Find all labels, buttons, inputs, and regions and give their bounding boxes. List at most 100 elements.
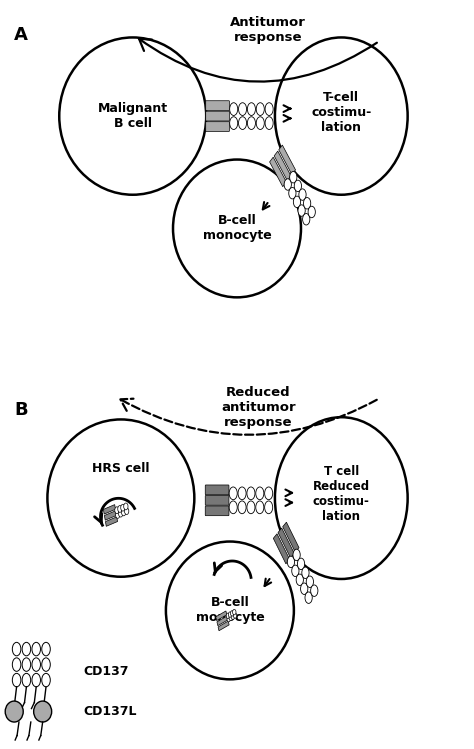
Circle shape bbox=[233, 610, 236, 615]
Circle shape bbox=[22, 643, 31, 656]
Circle shape bbox=[238, 117, 246, 130]
Circle shape bbox=[265, 117, 273, 130]
Circle shape bbox=[32, 658, 40, 671]
Circle shape bbox=[125, 508, 129, 515]
FancyBboxPatch shape bbox=[205, 506, 229, 515]
Circle shape bbox=[121, 504, 125, 511]
Circle shape bbox=[238, 103, 246, 115]
Circle shape bbox=[303, 198, 311, 209]
Circle shape bbox=[12, 673, 21, 687]
FancyArrowPatch shape bbox=[120, 398, 377, 435]
FancyBboxPatch shape bbox=[206, 121, 229, 132]
Circle shape bbox=[42, 658, 50, 671]
Circle shape bbox=[42, 643, 50, 656]
Text: A: A bbox=[14, 26, 28, 44]
Circle shape bbox=[256, 117, 264, 130]
Polygon shape bbox=[105, 517, 118, 527]
FancyBboxPatch shape bbox=[206, 111, 229, 121]
Circle shape bbox=[298, 204, 305, 216]
Circle shape bbox=[12, 643, 21, 656]
Ellipse shape bbox=[173, 160, 301, 297]
Circle shape bbox=[229, 117, 237, 130]
Circle shape bbox=[301, 583, 308, 595]
Text: Malignant
B cell: Malignant B cell bbox=[98, 102, 168, 130]
FancyBboxPatch shape bbox=[206, 101, 229, 110]
Ellipse shape bbox=[275, 37, 408, 195]
Text: HRS cell: HRS cell bbox=[92, 461, 150, 475]
FancyBboxPatch shape bbox=[205, 496, 229, 505]
Circle shape bbox=[32, 643, 40, 656]
Circle shape bbox=[230, 610, 234, 616]
Polygon shape bbox=[273, 534, 290, 564]
Circle shape bbox=[229, 615, 233, 621]
Circle shape bbox=[247, 487, 255, 500]
Circle shape bbox=[296, 574, 303, 586]
FancyBboxPatch shape bbox=[205, 485, 229, 494]
Polygon shape bbox=[104, 511, 117, 521]
Circle shape bbox=[297, 558, 305, 569]
Circle shape bbox=[247, 103, 255, 115]
Circle shape bbox=[227, 616, 230, 622]
Polygon shape bbox=[216, 611, 227, 621]
Circle shape bbox=[229, 103, 237, 115]
Circle shape bbox=[264, 487, 273, 500]
Circle shape bbox=[305, 592, 312, 604]
Text: Antitumor
response: Antitumor response bbox=[230, 16, 306, 44]
Circle shape bbox=[238, 487, 246, 500]
Text: B: B bbox=[14, 401, 28, 419]
Circle shape bbox=[256, 487, 264, 500]
Circle shape bbox=[308, 206, 315, 218]
Text: CD137: CD137 bbox=[83, 664, 128, 678]
Circle shape bbox=[306, 576, 313, 587]
Circle shape bbox=[22, 673, 31, 687]
Circle shape bbox=[302, 213, 310, 225]
Circle shape bbox=[238, 501, 246, 514]
Text: CD137L: CD137L bbox=[83, 705, 137, 718]
Circle shape bbox=[284, 179, 292, 190]
Polygon shape bbox=[103, 505, 116, 514]
Text: T cell
Reduced
costimu-
lation: T cell Reduced costimu- lation bbox=[313, 465, 370, 524]
Circle shape bbox=[293, 549, 300, 561]
Circle shape bbox=[226, 613, 229, 619]
Circle shape bbox=[22, 658, 31, 671]
Ellipse shape bbox=[34, 701, 52, 722]
Ellipse shape bbox=[166, 542, 294, 679]
Text: B-cell
monocyte: B-cell monocyte bbox=[202, 214, 272, 243]
Circle shape bbox=[32, 673, 40, 687]
Polygon shape bbox=[217, 616, 228, 625]
Circle shape bbox=[294, 181, 301, 192]
Circle shape bbox=[228, 612, 232, 617]
Circle shape bbox=[247, 501, 255, 514]
Circle shape bbox=[292, 565, 299, 577]
Text: B-cell
monocyte: B-cell monocyte bbox=[195, 596, 264, 625]
Circle shape bbox=[116, 512, 120, 518]
Circle shape bbox=[121, 509, 126, 516]
Circle shape bbox=[310, 585, 318, 596]
Polygon shape bbox=[218, 621, 229, 631]
Circle shape bbox=[264, 501, 273, 514]
Circle shape bbox=[299, 189, 306, 200]
Circle shape bbox=[265, 103, 273, 115]
Circle shape bbox=[290, 172, 297, 183]
Circle shape bbox=[12, 658, 21, 671]
Polygon shape bbox=[278, 528, 294, 558]
Ellipse shape bbox=[275, 417, 408, 579]
Polygon shape bbox=[274, 151, 291, 181]
Polygon shape bbox=[270, 157, 286, 187]
Circle shape bbox=[289, 187, 296, 199]
Circle shape bbox=[293, 196, 301, 207]
Circle shape bbox=[42, 673, 50, 687]
Circle shape bbox=[229, 501, 237, 514]
Ellipse shape bbox=[59, 37, 206, 195]
Circle shape bbox=[124, 503, 128, 510]
Circle shape bbox=[256, 501, 264, 514]
Ellipse shape bbox=[5, 701, 23, 722]
Circle shape bbox=[247, 117, 255, 130]
Circle shape bbox=[233, 613, 237, 618]
Circle shape bbox=[256, 103, 264, 115]
Circle shape bbox=[115, 507, 119, 514]
Circle shape bbox=[231, 614, 235, 619]
Ellipse shape bbox=[47, 419, 194, 577]
FancyArrowPatch shape bbox=[139, 39, 377, 82]
Polygon shape bbox=[283, 522, 299, 552]
